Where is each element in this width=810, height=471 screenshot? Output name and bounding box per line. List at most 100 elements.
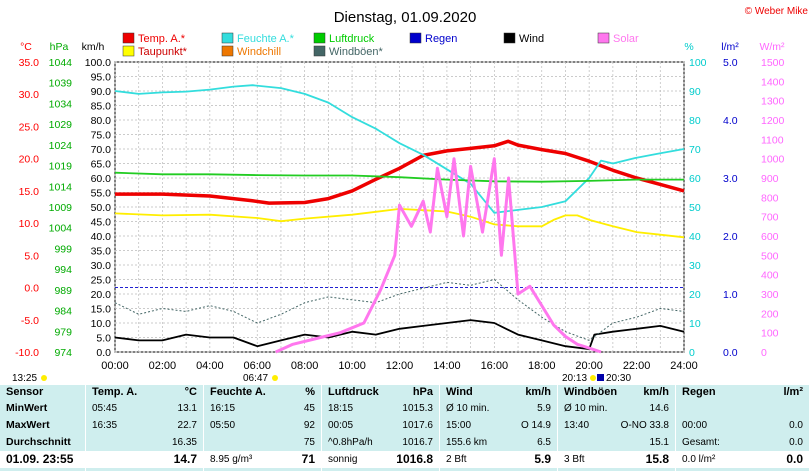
legend-swatch — [597, 32, 610, 44]
legend-label: Regen — [425, 33, 457, 45]
temp-axis-tick: -10.0 — [15, 347, 39, 359]
rain-axis-tick: 0.0 — [723, 347, 738, 359]
table-header: Windböen km/h — [558, 385, 675, 400]
solar-axis-tick: 200 — [761, 308, 779, 320]
temp-axis-tick: 20.0 — [19, 154, 40, 166]
chart-title: Dienstag, 01.09.2020 — [334, 9, 477, 26]
table-header: Regen l/m² — [676, 385, 809, 400]
pressure-unit: hPa — [50, 41, 69, 53]
temp-axis-tick: 10.0 — [19, 218, 40, 230]
solar-axis-tick: 1200 — [761, 115, 785, 127]
table-cell: 155.6 km 6.5 — [446, 437, 551, 448]
solar-axis-tick: 1000 — [761, 154, 785, 166]
table-column: Wind km/h Ø 10 min. 5.9 15:00 O 14.9 155.6 km 6… — [440, 385, 558, 471]
humidity-axis-tick: 70 — [689, 144, 701, 156]
table-cell: 00:00 0.0 — [682, 420, 803, 431]
table-header: Temp. A. °C — [86, 385, 203, 400]
pressure-axis-tick: 974 — [54, 347, 72, 359]
pressure-axis-tick: 1039 — [49, 78, 73, 90]
pressure-axis-tick: 1004 — [49, 223, 73, 235]
weather-chart: Dienstag, 01.09.2020 © Weber Mike 35.0 30.0… — [12, 6, 808, 384]
pressure-axis-tick: 989 — [54, 285, 72, 297]
wind-unit: km/h — [82, 41, 105, 53]
temp-axis-tick: 35.0 — [19, 57, 40, 69]
table-cell: 05:45 13.1 — [92, 403, 197, 414]
temp-axis-tick: 25.0 — [19, 121, 40, 133]
table-cell: 16:15 45 — [210, 403, 315, 414]
rain-axis-tick: 1.0 — [723, 289, 738, 301]
night-start-label: 13:25 — [12, 373, 37, 384]
humidity-axis-tick: 60 — [689, 173, 701, 185]
rain-axis-tick: 3.0 — [723, 173, 738, 185]
pressure-axis-tick: 1034 — [49, 98, 73, 110]
humidity-axis-tick: 10 — [689, 318, 701, 330]
solar-axis-tick: 300 — [761, 289, 779, 301]
solar-axis-tick: 800 — [761, 192, 779, 204]
table-unit: °C — [184, 386, 197, 398]
series-line — [275, 157, 602, 354]
table-unit: km/h — [525, 386, 551, 398]
series-line — [114, 319, 685, 351]
wind-axis-tick: 20.0 — [91, 289, 112, 301]
pressure-axis-tick: 1019 — [49, 161, 73, 173]
solar-axis-tick: 500 — [761, 250, 779, 262]
wind-axis-tick: 85.0 — [91, 101, 112, 113]
x-tick-label: 20:00 — [575, 360, 603, 372]
sunset-icon — [590, 375, 596, 381]
legend-swatch — [409, 32, 422, 44]
wind-axis-tick: 65.0 — [91, 159, 112, 171]
wind-axis-tick: 35.0 — [91, 246, 112, 258]
table-cell: MinWert — [6, 402, 48, 414]
table-header: Feuchte A.% — [204, 385, 321, 400]
x-tick-label: 08:00 — [291, 360, 319, 372]
temp-axis-tick: 30.0 — [19, 89, 40, 101]
pressure-axis-tick: 1009 — [49, 202, 73, 214]
table-cell: 2 Bft 5.9 — [440, 451, 557, 468]
table-cell: 01.09. 23:55 — [0, 451, 85, 468]
series-line — [114, 279, 685, 341]
humidity-unit: % — [684, 41, 693, 53]
night-icon — [597, 374, 604, 381]
wind-axis-tick: 0.0 — [96, 347, 111, 359]
legend-label: Taupunkt* — [138, 46, 188, 58]
pressure-axis-tick: 1044 — [49, 57, 73, 69]
humidity-axis-tick: 90 — [689, 86, 701, 98]
humidity-axis-tick: 100 — [689, 57, 707, 69]
table-header: Luftdruck hPa — [322, 385, 439, 400]
wind-axis-tick: 30.0 — [91, 260, 112, 272]
rain-axis-tick: 4.0 — [723, 115, 738, 127]
table-header: Wind km/h — [440, 385, 557, 400]
solar-axis-tick: 900 — [761, 173, 779, 185]
table-cell: sonnig 1016.8 — [322, 451, 439, 468]
table-cell: 05:50 92 — [210, 420, 315, 431]
wind-axis-tick: 70.0 — [91, 144, 112, 156]
table-cell: Ø 10 min. 5.9 — [446, 403, 551, 414]
legend-swatch — [122, 45, 135, 57]
table-cell: 16.35 — [171, 437, 197, 448]
humidity-axis-tick: 50 — [689, 202, 701, 214]
x-tick-label: 24:00 — [670, 360, 698, 372]
x-tick-label: 04:00 — [196, 360, 224, 372]
solar-axis-tick: 1100 — [761, 134, 784, 146]
legend-swatch — [221, 45, 234, 57]
wind-axis-tick: 45.0 — [91, 217, 112, 229]
wind-axis-tick: 75.0 — [91, 130, 112, 142]
humidity-axis-tick: 80 — [689, 115, 701, 127]
x-tick-label: 12:00 — [386, 360, 414, 372]
wind-axis-tick: 40.0 — [91, 231, 112, 243]
table-cell: 14.7 — [86, 451, 203, 468]
wind-axis-tick: 55.0 — [91, 188, 112, 200]
rain-unit: l/m² — [721, 41, 739, 53]
solar-axis-tick: 700 — [761, 212, 779, 224]
solar-axis-tick: 1500 — [761, 57, 785, 69]
solar-axis-tick: 600 — [761, 231, 779, 243]
legend-swatch — [122, 32, 135, 44]
table-cell: Ø 10 min. 14.6 — [564, 403, 669, 414]
wind-axis-tick: 100.0 — [85, 57, 111, 69]
legend-label: Windböen* — [329, 46, 384, 58]
temp-axis-tick: -5.0 — [21, 315, 39, 327]
wind-axis-tick: 10.0 — [91, 318, 112, 330]
table-cell: 8.95 g/m³ 71 — [204, 451, 321, 468]
pressure-axis-tick: 984 — [54, 306, 72, 318]
wind-axis-tick: 15.0 — [91, 304, 112, 316]
